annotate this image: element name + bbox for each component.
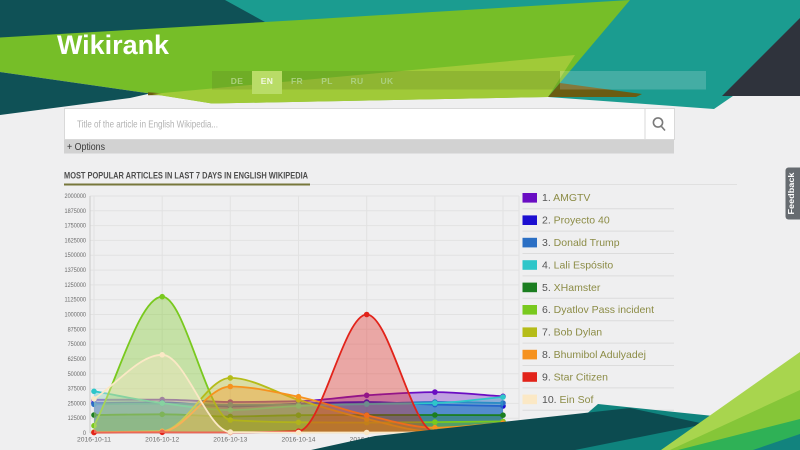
- svg-text:2016-10-13: 2016-10-13: [213, 437, 248, 444]
- svg-text:RU: RU: [351, 76, 364, 86]
- svg-text:1. AMGTV: 1. AMGTV: [542, 192, 590, 204]
- svg-text:2016-10-14: 2016-10-14: [282, 437, 317, 444]
- svg-text:7. Bob Dylan: 7. Bob Dylan: [542, 327, 602, 339]
- svg-text:5. XHamster: 5. XHamster: [542, 282, 601, 294]
- svg-text:1250000: 1250000: [65, 282, 87, 289]
- svg-text:125000: 125000: [68, 415, 87, 422]
- svg-text:2. Proyecto 40: 2. Proyecto 40: [542, 215, 610, 227]
- svg-text:1625000: 1625000: [65, 237, 87, 244]
- svg-text:500000: 500000: [68, 371, 87, 378]
- svg-text:MOST POPULAR ARTICLES IN LAST: MOST POPULAR ARTICLES IN LAST 7 DAYS IN …: [64, 171, 308, 182]
- svg-text:4. Lali Espósito: 4. Lali Espósito: [542, 259, 613, 271]
- svg-text:1500000: 1500000: [65, 252, 87, 259]
- svg-text:FR: FR: [291, 76, 303, 86]
- svg-text:875000: 875000: [68, 326, 87, 333]
- svg-text:750000: 750000: [68, 341, 87, 348]
- svg-text:3. Donald Trump: 3. Donald Trump: [542, 237, 620, 249]
- svg-text:1750000: 1750000: [65, 223, 87, 230]
- svg-text:0: 0: [83, 430, 87, 437]
- svg-text:+ Options: + Options: [67, 142, 105, 153]
- svg-text:1375000: 1375000: [65, 267, 87, 274]
- svg-text:6. Dyatlov Pass incident: 6. Dyatlov Pass incident: [542, 304, 654, 316]
- svg-text:1000000: 1000000: [65, 312, 87, 319]
- svg-text:625000: 625000: [68, 356, 87, 363]
- svg-text:375000: 375000: [68, 386, 87, 393]
- svg-text:250000: 250000: [68, 400, 87, 407]
- svg-text:2016-10-12: 2016-10-12: [145, 437, 180, 444]
- svg-text:2016-10-11: 2016-10-11: [77, 437, 112, 444]
- svg-text:UK: UK: [381, 76, 394, 86]
- svg-text:Wikirank: Wikirank: [57, 30, 170, 60]
- svg-text:9. Star Citizen: 9. Star Citizen: [542, 371, 608, 383]
- svg-text:Title of the article in Englis: Title of the article in English Wikipedi…: [77, 120, 218, 131]
- svg-text:EN: EN: [261, 76, 273, 86]
- svg-text:1125000: 1125000: [65, 297, 87, 304]
- svg-text:DE: DE: [231, 76, 243, 86]
- svg-text:Feedback: Feedback: [786, 172, 796, 214]
- svg-text:10. Ein Sof: 10. Ein Sof: [542, 394, 593, 406]
- svg-text:PL: PL: [321, 76, 332, 86]
- svg-text:2000000: 2000000: [65, 193, 87, 200]
- svg-text:1875000: 1875000: [65, 208, 87, 215]
- svg-text:8. Bhumibol Adulyadej: 8. Bhumibol Adulyadej: [542, 349, 646, 361]
